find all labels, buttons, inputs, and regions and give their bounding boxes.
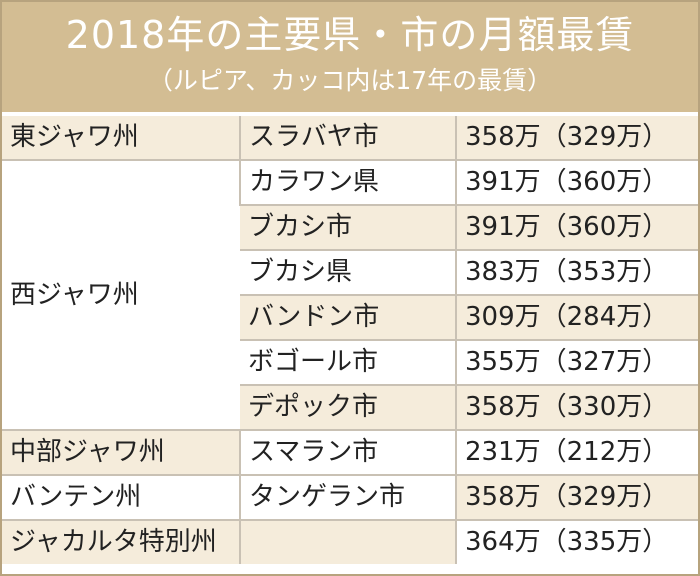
figure-subtitle: （ルピア、カッコ内は17年の最賃）	[147, 66, 553, 95]
province-cell: バンテン州	[2, 474, 240, 520]
wage-cell: 358万（330万）	[455, 384, 698, 430]
wage-cell: 383万（353万）	[455, 249, 698, 295]
table-row: デポック市 358万（330万）	[2, 384, 698, 430]
table-row: ブカシ県 383万（353万）	[2, 249, 698, 295]
province-cell: 東ジャワ州	[2, 116, 240, 160]
wage-cell: 358万（329万）	[455, 116, 698, 160]
city-cell: バンドン市	[240, 294, 456, 340]
wage-table: 東ジャワ州 スラバヤ市 358万（329万） 西ジャワ州 カラワン県 391万（…	[2, 116, 698, 564]
table-row: 東ジャワ州 スラバヤ市 358万（329万）	[2, 116, 698, 160]
table-row: ボゴール市 355万（327万）	[2, 339, 698, 385]
wage-cell: 231万（212万）	[455, 429, 698, 475]
city-cell: ブカシ県	[240, 249, 456, 295]
city-cell: カラワン県	[239, 159, 456, 205]
city-cell: ボゴール市	[240, 339, 456, 385]
table-row: 西ジャワ州 カラワン県 391万（360万）	[2, 159, 698, 430]
wage-cell: 364万（335万）	[455, 519, 698, 564]
province-cell: ジャカルタ特別州	[2, 519, 240, 564]
city-cell: タンゲラン市	[239, 474, 456, 520]
table-row: バンテン州 タンゲラン市 358万（329万）	[2, 474, 698, 520]
table-row: 中部ジャワ州 スマラン市 231万（212万）	[2, 429, 698, 475]
table-row: ジャカルタ特別州 364万（335万）	[2, 519, 698, 564]
province-cell: 西ジャワ州	[2, 159, 240, 430]
wage-cell: 391万（360万）	[455, 204, 698, 250]
city-cell: ブカシ市	[240, 204, 456, 250]
table-row: バンドン市 309万（284万）	[2, 294, 698, 340]
wage-cell: 309万（284万）	[455, 294, 698, 340]
city-cell: スマラン市	[239, 429, 456, 475]
wage-cell: 355万（327万）	[455, 339, 698, 385]
table-row: ブカシ市 391万（360万）	[2, 204, 698, 250]
city-cell: スラバヤ市	[239, 116, 456, 160]
header-banner: 2018年の主要県・市の月額最賃 （ルピア、カッコ内は17年の最賃）	[2, 2, 698, 112]
figure-title: 2018年の主要県・市の月額最賃	[65, 13, 635, 57]
wage-cell: 391万（360万）	[455, 159, 698, 205]
city-cell: デポック市	[240, 384, 456, 430]
city-cell	[239, 519, 456, 564]
wage-cell: 358万（329万）	[455, 474, 698, 520]
province-cell: 中部ジャワ州	[2, 429, 240, 475]
